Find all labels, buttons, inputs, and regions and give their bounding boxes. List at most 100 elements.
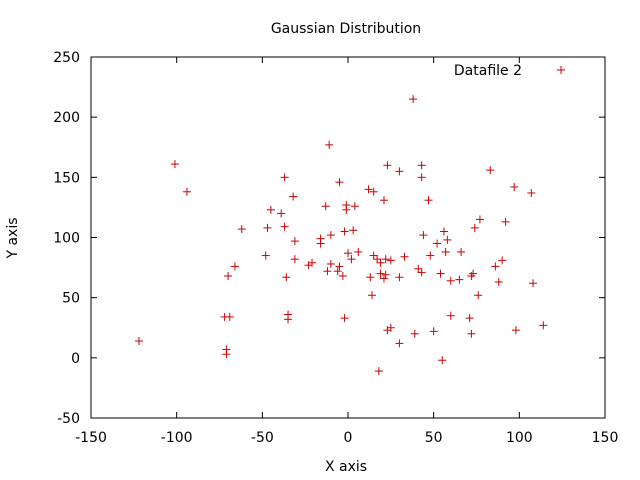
x-tick-label: -150 — [75, 430, 107, 446]
data-point — [338, 272, 347, 281]
data-point — [263, 223, 272, 232]
data-point — [266, 205, 275, 214]
legend-marker — [557, 66, 565, 74]
data-point — [347, 255, 356, 264]
data-point — [369, 187, 378, 196]
chart-title: Gaussian Distribution — [271, 21, 421, 37]
data-point — [349, 226, 358, 235]
data-point — [470, 223, 479, 232]
data-point — [308, 258, 317, 267]
x-tick-label: 50 — [425, 430, 443, 446]
x-tick-label: -50 — [251, 430, 274, 446]
data-point — [414, 264, 423, 273]
data-point — [379, 274, 388, 283]
data-point — [316, 239, 325, 248]
data-point — [491, 262, 500, 271]
data-point — [344, 249, 352, 258]
data-point — [342, 205, 351, 214]
data-point — [510, 182, 519, 191]
data-point — [325, 140, 334, 149]
y-tick-label: 200 — [53, 110, 80, 126]
data-point — [395, 167, 404, 176]
data-point — [386, 323, 395, 332]
data-point — [455, 275, 464, 284]
data-point — [381, 255, 390, 264]
data-point — [224, 272, 233, 281]
data-point — [498, 256, 507, 265]
data-point — [182, 187, 191, 196]
data-point — [340, 227, 349, 236]
data-point — [386, 256, 395, 265]
data-point — [475, 215, 484, 224]
data-point — [277, 209, 286, 218]
data-point — [429, 327, 438, 336]
x-axis-label: X axis — [325, 459, 367, 475]
legend: Datafile 2 — [454, 63, 565, 79]
data-point — [326, 231, 335, 240]
data-point — [261, 251, 270, 260]
data-point — [527, 188, 536, 197]
data-point — [457, 247, 466, 256]
data-point — [290, 255, 299, 264]
data-point — [364, 185, 373, 194]
data-point — [225, 312, 234, 321]
data-point — [222, 350, 231, 359]
data-point — [335, 262, 344, 271]
data-point — [409, 95, 418, 104]
data-point — [237, 225, 246, 234]
data-point — [410, 329, 419, 338]
data-point — [395, 273, 404, 282]
y-tick-label: 50 — [62, 291, 80, 307]
data-point — [280, 173, 289, 182]
data-point — [417, 173, 426, 182]
y-tick-label: 0 — [71, 351, 80, 367]
data-point — [354, 247, 363, 256]
data-point — [282, 273, 291, 282]
x-tick-label: -100 — [161, 430, 193, 446]
data-point — [424, 196, 433, 205]
data-point — [230, 262, 239, 271]
data-point — [501, 217, 510, 226]
data-point — [438, 356, 447, 365]
data-point — [395, 339, 404, 348]
data-point — [443, 235, 452, 244]
data-point — [441, 247, 450, 256]
data-point — [446, 311, 455, 320]
y-tick-label: 150 — [53, 170, 80, 186]
data-point — [376, 269, 385, 278]
data-point — [333, 267, 342, 276]
data-point — [369, 251, 378, 260]
data-point — [284, 315, 293, 324]
data-point — [335, 178, 344, 187]
x-tick-label: 100 — [506, 430, 533, 446]
data-point — [529, 279, 538, 288]
data-point — [323, 267, 332, 276]
data-point — [439, 227, 448, 236]
data-point — [426, 251, 435, 260]
data-point — [400, 252, 409, 261]
data-point — [340, 314, 349, 323]
y-tick-label: -50 — [57, 411, 80, 427]
data-point — [467, 329, 476, 338]
data-point — [383, 161, 392, 170]
x-tick-label: 0 — [344, 430, 353, 446]
data-point — [374, 367, 383, 376]
data-point — [419, 231, 428, 240]
data-point — [376, 258, 385, 267]
data-point — [289, 192, 298, 201]
data-point — [511, 326, 520, 335]
data-point — [433, 239, 442, 248]
data-point — [326, 259, 335, 268]
data-point — [367, 291, 376, 300]
x-tick-label: 150 — [592, 430, 619, 446]
data-point — [539, 321, 548, 330]
data-point — [350, 202, 359, 211]
data-point — [417, 268, 426, 277]
y-tick-label: 100 — [53, 231, 80, 247]
data-point — [290, 237, 299, 246]
data-point — [486, 166, 495, 175]
data-point — [446, 276, 455, 285]
data-point — [417, 161, 426, 170]
data-point — [321, 202, 330, 211]
data-point — [366, 273, 375, 282]
